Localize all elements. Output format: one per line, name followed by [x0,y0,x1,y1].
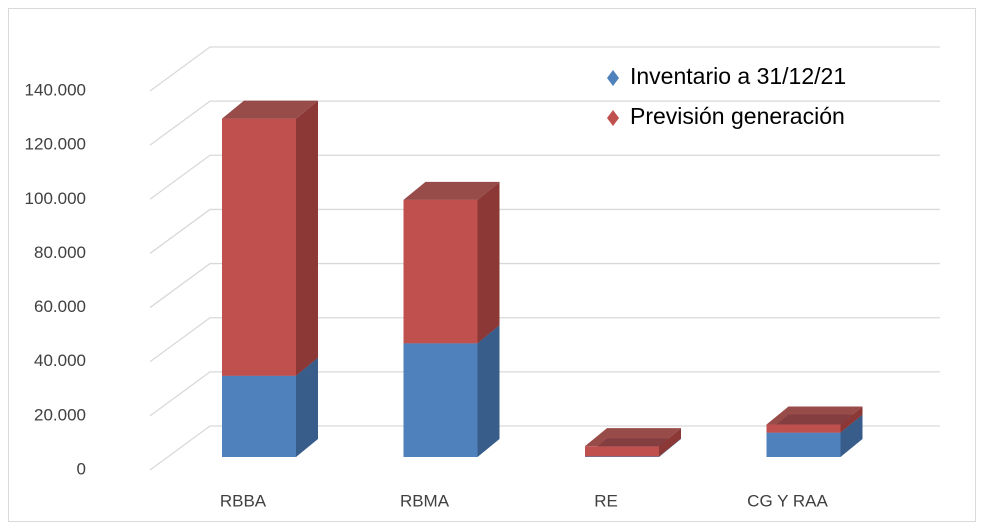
y-tick-label: 40.000 [34,351,86,370]
bar-front [222,118,296,376]
y-tick-label: 20.000 [34,405,86,424]
grid-line [149,371,940,417]
grid-line [149,317,940,363]
legend-marker [607,70,619,86]
grid-line [149,425,940,471]
grid-line [149,262,940,309]
grid-line [149,208,940,254]
legend-marker [607,110,619,126]
x-tick-label: CG Y RAA [747,491,828,510]
bar-side [659,428,681,457]
bar-top [585,428,681,447]
bar-top [222,100,318,119]
bar-front [222,375,296,457]
y-tick-label: 140.000 [25,80,86,99]
bar-side [840,406,863,433]
bar-side [477,181,500,344]
bar-top [403,181,500,200]
grid-line [149,46,940,92]
grid-line [149,154,940,200]
bar-front [766,432,841,457]
bar-front [403,199,478,344]
x-tick-label: RBMA [400,491,450,510]
y-tick-label: 120.000 [25,135,86,154]
bar-front [585,456,659,457]
bar-side [477,325,500,457]
x-tick-label: RE [594,491,618,510]
legend-label: Previsión generación [630,103,845,129]
y-tick-label: 100.000 [25,189,86,208]
y-tick-label: 60.000 [34,297,86,316]
bar-side [659,438,681,457]
bar-side [296,357,318,457]
bar-front [403,343,478,457]
bar-side [296,100,318,376]
bar-top [766,406,863,425]
y-tick-label: 80.000 [34,243,86,262]
x-tick-label: RBBA [220,491,267,510]
y-tick-label: 0 [77,459,86,478]
bar-front [766,424,841,433]
legend-label: Inventario a 31/12/21 [630,63,846,89]
bar-front [585,446,659,457]
grid-line [149,100,940,146]
bar-side [840,414,863,457]
